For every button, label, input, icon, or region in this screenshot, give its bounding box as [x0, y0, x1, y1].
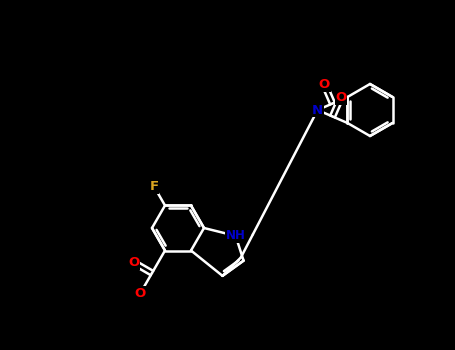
- Text: N: N: [312, 104, 323, 117]
- Text: O: O: [318, 78, 330, 91]
- Text: F: F: [149, 180, 158, 193]
- Text: NH: NH: [226, 229, 246, 243]
- Text: O: O: [128, 256, 139, 269]
- Text: O: O: [335, 91, 346, 104]
- Text: O: O: [135, 287, 146, 300]
